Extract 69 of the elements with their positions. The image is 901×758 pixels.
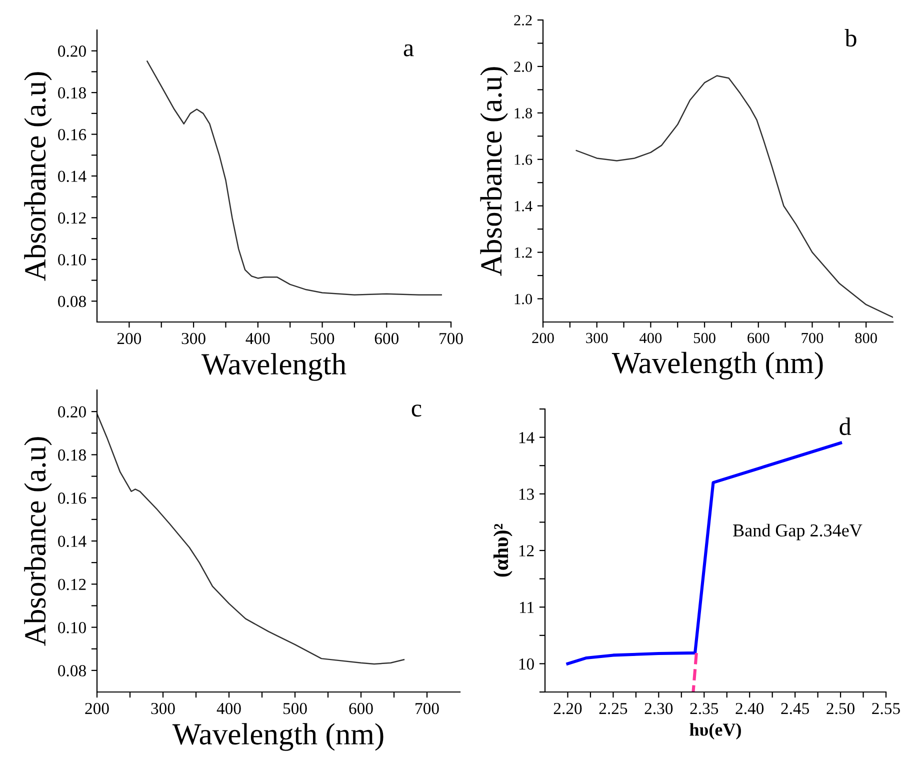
line-series [97, 413, 405, 665]
x-tick-label: 700 [440, 332, 463, 344]
x-tick-label: 500 [310, 332, 334, 344]
line-series [576, 75, 893, 318]
y-tick-label: 0.10 [58, 622, 86, 634]
y-tick-label: 0.14 [58, 170, 86, 182]
x-tick-label: 2.55 [872, 702, 900, 714]
y-tick-label: 0.18 [58, 449, 86, 461]
x-tick-label: 700 [416, 702, 439, 714]
y-axis-title: (αhυ)² [493, 524, 512, 577]
x-tick-label: 400 [246, 332, 270, 344]
x-tick-label: 300 [586, 332, 608, 344]
y-tick-label: 0.14 [58, 536, 86, 548]
y-tick-label: 0.10 [58, 254, 86, 266]
y-tick-label: 2.2 [514, 15, 532, 26]
y-tick-label: 1.8 [514, 108, 532, 118]
x-tick-label: 2.20 [554, 702, 582, 714]
y-axis-title: Absorbance (a.u) [24, 72, 52, 281]
y-tick-label: 1.4 [514, 201, 532, 212]
x-tick-label: 800 [855, 332, 877, 344]
y-tick-label: 0.16 [58, 128, 86, 140]
y-axis-title: Absorbance (a.u) [24, 437, 52, 646]
y-tick-label: 0.16 [58, 492, 86, 504]
y-tick-label: 13 [519, 488, 534, 500]
x-tick-label: 2.35 [690, 702, 718, 714]
y-tick-label: 0.18 [58, 87, 86, 99]
x-tick-label: 600 [748, 332, 770, 344]
y-tick-label: 2.0 [514, 62, 532, 72]
y-tick-label: 10 [519, 658, 534, 670]
y-tick-label: 1.2 [514, 247, 532, 258]
x-axis-title: Wavelength [201, 353, 346, 381]
chart-title: b [844, 29, 856, 47]
x-tick-label: 500 [694, 332, 716, 344]
x-tick-label: 200 [532, 332, 554, 344]
x-axis-title: Wavelength (nm) [612, 352, 823, 380]
y-tick-label: 0.12 [58, 578, 86, 590]
x-tick-label: 600 [349, 702, 373, 714]
x-tick-label: 700 [802, 332, 824, 344]
x-tick-label: 500 [283, 702, 307, 714]
x-tick-label: 2.45 [781, 702, 809, 714]
y-tick-label: 11 [520, 602, 534, 613]
y-tick-label: 1.0 [514, 294, 532, 304]
chart-title: d [840, 417, 852, 436]
x-tick-label: 300 [182, 332, 206, 344]
x-tick-label: 2.50 [826, 702, 854, 714]
y-tick-label: 12 [519, 545, 534, 556]
x-axis-title: Wavelength (nm) [172, 723, 384, 751]
x-tick-label: 200 [85, 702, 109, 714]
y-tick-label: 0.12 [58, 212, 86, 224]
x-tick-label: 400 [216, 702, 241, 714]
line-series [146, 60, 442, 296]
y-tick-label: 0.08 [58, 665, 86, 676]
y-tick-label: 0.08 [58, 296, 86, 308]
x-tick-label: 2.40 [736, 702, 764, 714]
y-tick-label: 0.20 [58, 46, 86, 57]
x-axis-title: hυ(eV) [690, 723, 741, 740]
y-tick-label: 14 [519, 432, 534, 444]
x-tick-label: 2.30 [644, 702, 673, 714]
x-tick-label: 200 [117, 332, 142, 344]
annotation: Band Gap 2.34eV [733, 524, 862, 540]
chart-title: c [412, 404, 422, 417]
x-tick-label: 400 [640, 332, 662, 344]
x-tick-label: 600 [374, 332, 398, 344]
y-axis-title: Absorbance (a.u) [480, 67, 508, 276]
x-tick-label: 300 [151, 702, 175, 714]
x-tick-label: 2.25 [599, 702, 628, 714]
y-tick-label: 1.6 [514, 154, 532, 165]
chart-title: a [404, 44, 414, 56]
y-tick-label: 0.20 [58, 406, 86, 418]
